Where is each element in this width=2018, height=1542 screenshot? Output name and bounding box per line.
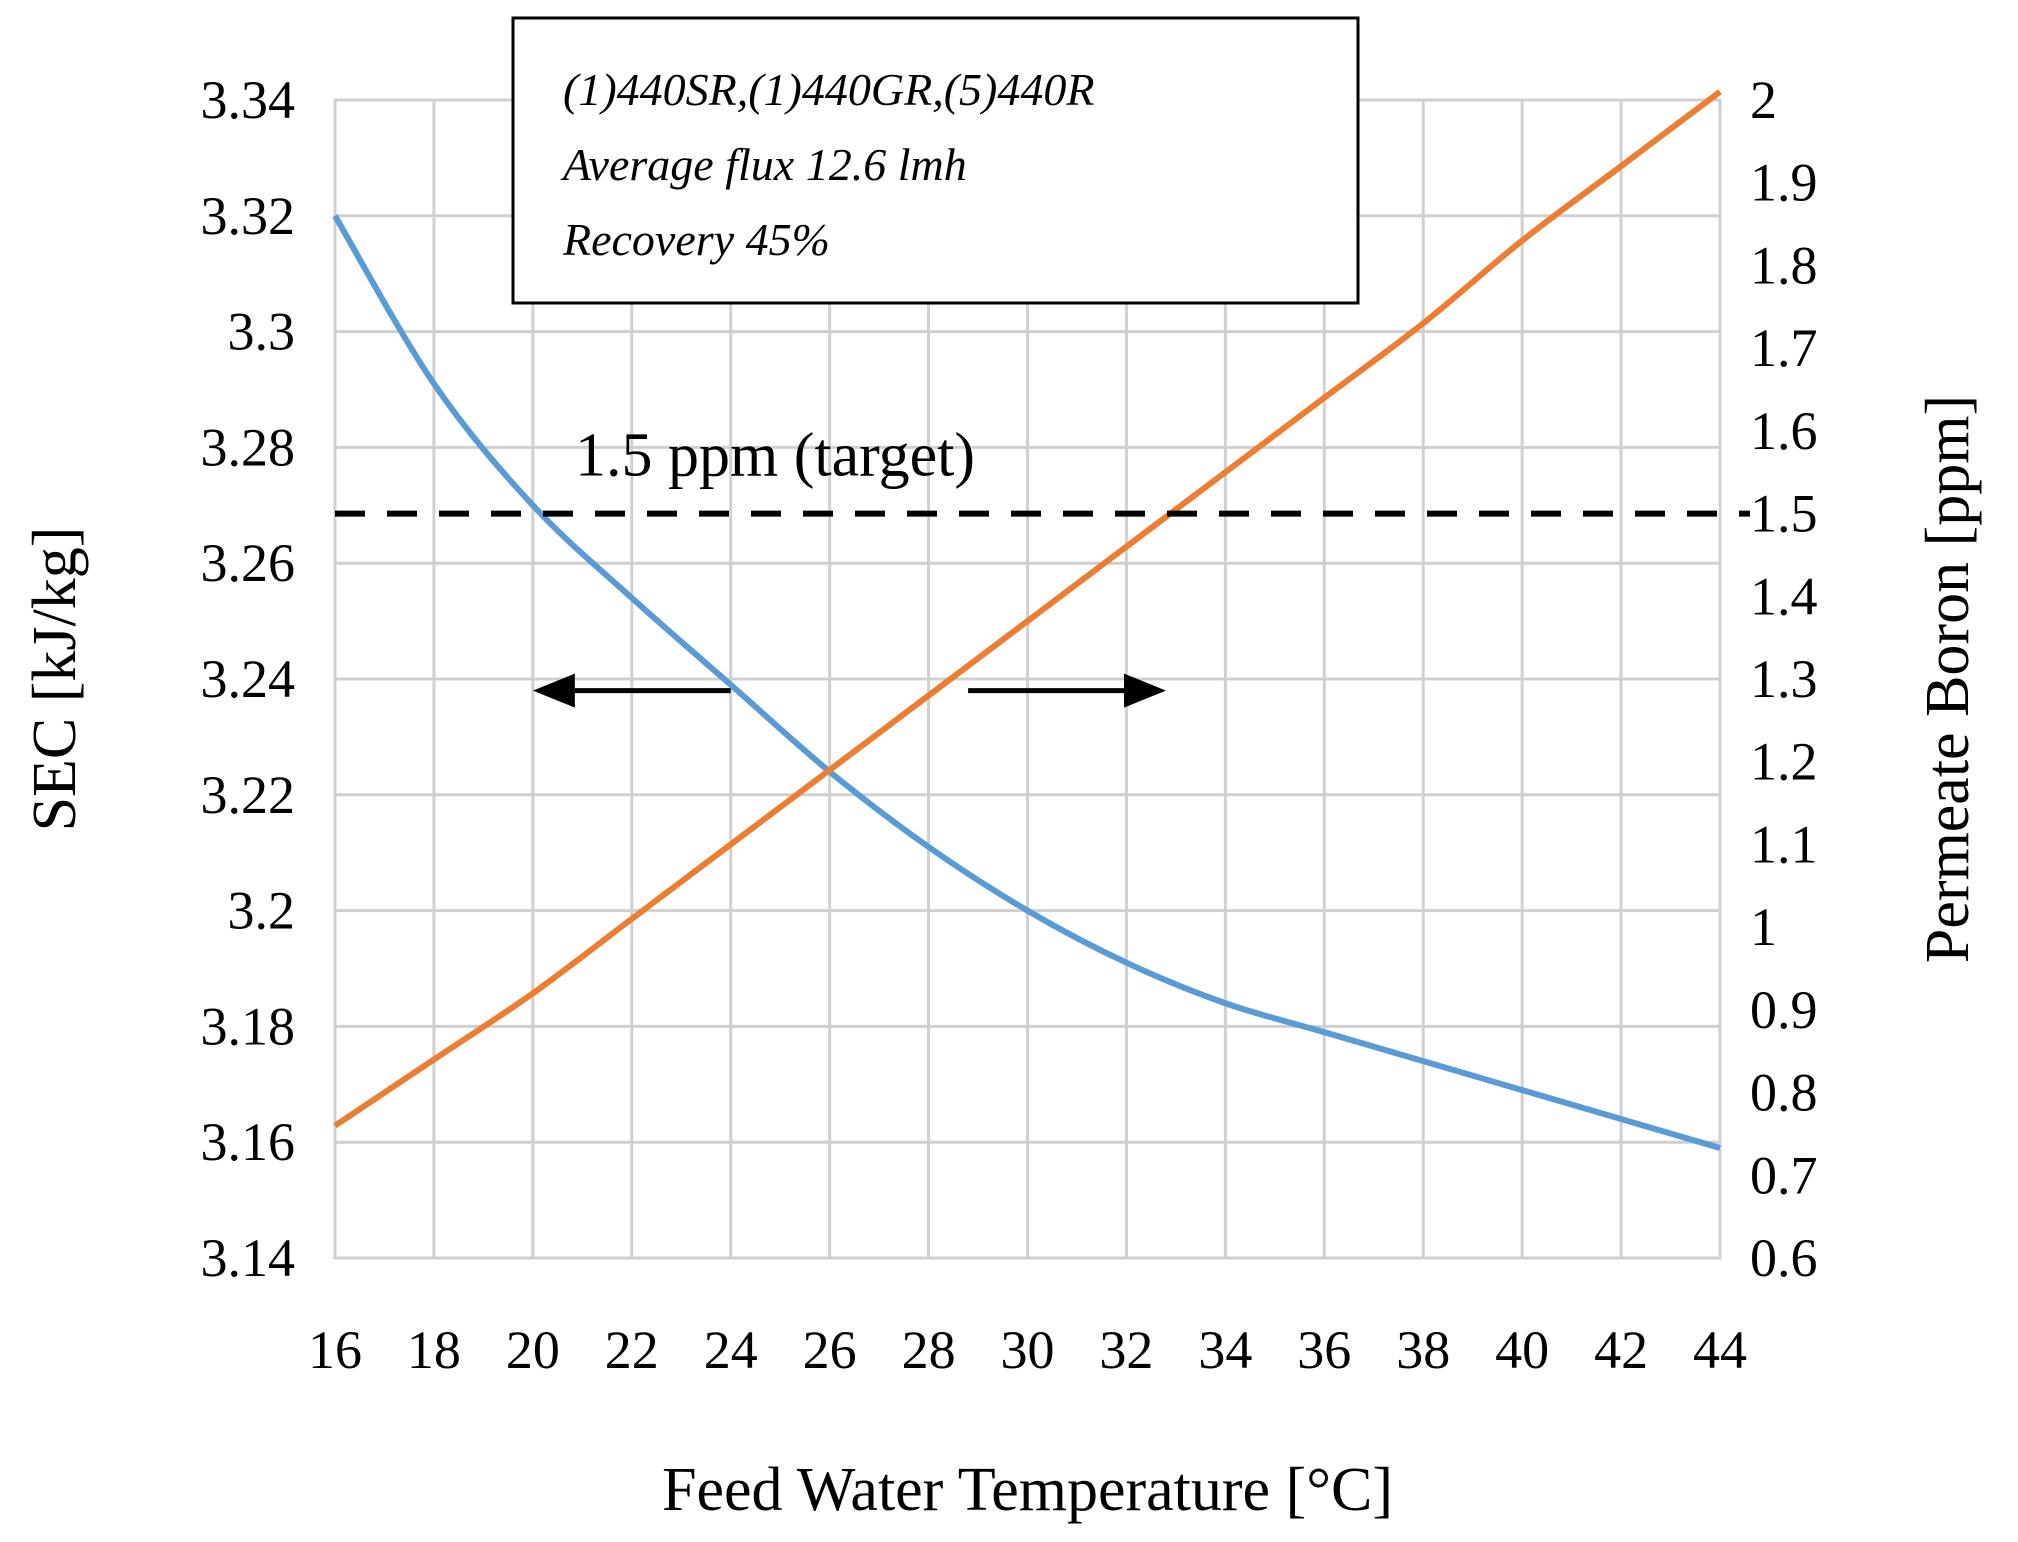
y-right-tick-label: 0.8 [1750,1063,1818,1123]
y-right-tick-label: 2 [1750,70,1777,130]
y-left-tick-label: 3.26 [201,533,296,593]
series-line-sec [332,214,1721,1151]
x-axis-title: Feed Water Temperature [°C] [662,1456,1393,1524]
y-right-tick-label: 1.5 [1750,484,1818,544]
y-left-axis-title: SEC [kJ/kg] [21,527,89,832]
y-right-tick-label: 1.8 [1750,235,1818,295]
x-tick-label: 16 [308,1320,362,1380]
y-right-tick-label: 1.3 [1750,649,1818,709]
y-right-tick-label: 1.2 [1750,732,1818,792]
y-right-tick-label: 1 [1750,897,1777,957]
y-right-tick-label: 0.9 [1750,980,1818,1040]
y-right-tick-label: 1.7 [1750,318,1818,378]
x-tick-label: 36 [1297,1320,1351,1380]
x-tick-labels: 16 18 20 22 24 26 28 30 32 34 36 38 40 42 44 [308,1320,1747,1380]
y-right-axis-title: Permeate Boron [ppm] [1914,395,1982,963]
arrow-right-icon [1124,673,1166,708]
y-left-tick-label: 3.14 [201,1228,296,1288]
y-right-tick-label: 1.4 [1750,566,1818,626]
target-label: 1.5 ppm (target) [575,422,975,490]
y-left-tick-label: 3.16 [201,1112,296,1172]
x-tick-label: 44 [1693,1320,1747,1380]
x-tick-label: 38 [1396,1320,1450,1380]
x-tick-label: 32 [1099,1320,1153,1380]
x-tick-label: 26 [803,1320,857,1380]
legend-frame [511,16,1360,305]
legend-line: (1)440SR,(1)440GR,(5)440R [563,64,1094,115]
legend-line: Recovery 45% [562,214,830,265]
y-left-tick-labels: 3.14 3.16 3.18 3.2 3.22 3.24 3.26 3.28 3.3 3.32 3.… [201,70,296,1288]
x-tick-label: 42 [1594,1320,1648,1380]
arrow-layer [532,673,1166,708]
y-right-tick-label: 1.6 [1750,401,1818,461]
x-tick-label: 40 [1495,1320,1549,1380]
x-tick-label: 22 [605,1320,659,1380]
y-right-tick-label: 1.1 [1750,814,1818,874]
y-left-tick-label: 3.28 [201,417,296,477]
x-tick-label: 30 [1001,1320,1055,1380]
arrow-left-icon [532,673,575,708]
x-tick-label: 20 [506,1320,560,1380]
x-tick-label: 24 [704,1320,758,1380]
y-left-tick-label: 3.3 [228,302,296,362]
legend-line: Average flux 12.6 lmh [560,139,967,190]
y-left-tick-label: 3.34 [201,70,296,130]
y-left-tick-label: 3.32 [201,186,296,246]
y-left-tick-label: 3.22 [201,765,296,825]
x-tick-label: 34 [1198,1320,1252,1380]
y-left-tick-label: 3.18 [201,996,296,1056]
y-right-tick-label: 1.9 [1750,153,1818,213]
series-layer [332,89,1722,1151]
y-left-tick-label: 3.2 [228,881,296,941]
y-right-tick-labels: 0.6 0.7 0.8 0.9 1 1.1 1.2 1.3 1.4 1.5 1.6 1.7 1.8 1.9… [1750,70,1818,1288]
legend-box: (1)440SR,(1)440GR,(5)440R Average flux 1… [511,16,1360,305]
x-tick-label: 18 [407,1320,461,1380]
x-tick-label: 28 [902,1320,956,1380]
y-right-tick-label: 0.7 [1750,1145,1818,1205]
y-left-tick-label: 3.24 [201,649,296,709]
y-right-tick-label: 0.6 [1750,1228,1818,1288]
series-line-permeate-boron [333,89,1722,1129]
